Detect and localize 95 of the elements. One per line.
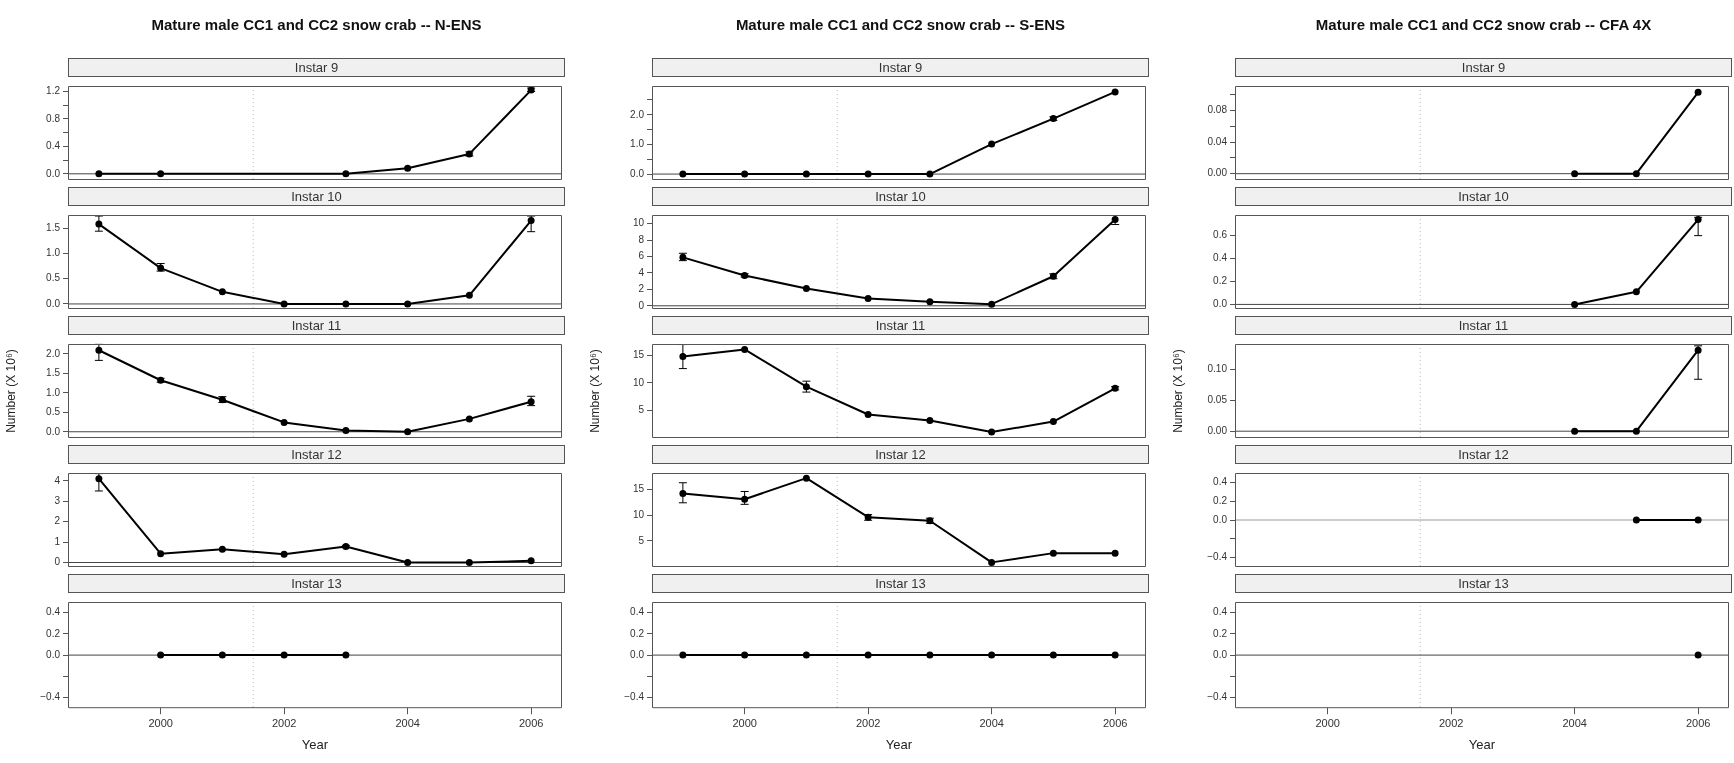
y-tick-label: 0.10 <box>1207 363 1228 375</box>
y-tick-label: 0.0 <box>1213 648 1228 660</box>
chart-subtitle: Instar 11 <box>652 316 1149 335</box>
y-tick-label: 0.0 <box>1213 298 1228 310</box>
x-tick-label: 2002 <box>1438 716 1464 729</box>
chart-subtitle: Instar 12 <box>1235 445 1732 464</box>
x-tick-label: 2002 <box>855 716 881 729</box>
y-tick-label: 0.2 <box>1213 494 1228 506</box>
y-tick-label: 4 <box>54 474 61 486</box>
y-tick-label: 1.5 <box>46 367 61 378</box>
y-tick-label: 0.0 <box>46 425 61 437</box>
y-tick-label: 0.2 <box>1213 627 1228 639</box>
y-tick-label: 0 <box>54 556 61 568</box>
x-tick-label: 2000 <box>732 716 757 729</box>
chart-subtitle: Instar 13 <box>1235 574 1732 593</box>
y-tick-label: 1 <box>54 535 61 547</box>
y-tick-label: 2.0 <box>46 347 61 359</box>
x-tick-label: 2006 <box>518 716 544 729</box>
y-tick-label: 0.08 <box>1207 104 1228 116</box>
y-tick-label: 0.00 <box>1207 424 1228 436</box>
x-axis-title: Year <box>885 736 913 752</box>
y-tick-label: 4 <box>638 266 645 278</box>
chart-subtitle: Instar 13 <box>68 574 565 593</box>
y-axis-title: Number (X 10⁶) <box>3 349 18 433</box>
chart-subtitle: Instar 9 <box>652 58 1149 77</box>
chart-subtitle: Instar 10 <box>1235 187 1732 206</box>
y-tick-label: 1.5 <box>46 221 61 233</box>
x-tick-label: 2006 <box>1102 716 1128 729</box>
chart-subtitle: Instar 12 <box>68 445 565 464</box>
y-tick-label: 0.5 <box>46 272 61 284</box>
chart-subtitle: Instar 10 <box>68 187 565 206</box>
y-tick-label: 10 <box>632 376 645 388</box>
y-tick-label: 10 <box>632 508 645 520</box>
x-tick-label: 2002 <box>271 716 297 729</box>
y-tick-label: 1.0 <box>46 386 61 398</box>
y-tick-label: 0.4 <box>1213 476 1228 488</box>
y-tick-label: 5 <box>638 534 645 546</box>
y-tick-label: 0.0 <box>46 648 61 660</box>
y-tick-label: 0.04 <box>1207 135 1228 147</box>
y-tick-label: 0.05 <box>1207 394 1228 406</box>
x-tick-label: 2000 <box>1315 716 1340 729</box>
y-tick-label: 0.00 <box>1207 167 1228 179</box>
y-tick-label: 15 <box>632 483 645 495</box>
y-tick-label: 0.0 <box>46 167 61 179</box>
x-tick-label: 2004 <box>979 716 1004 729</box>
y-tick-label: 0.0 <box>1213 513 1228 525</box>
y-tick-label: 2.0 <box>630 108 645 120</box>
y-tick-label: 0.0 <box>630 648 645 660</box>
chart-title: Mature male CC1 and CC2 snow crab -- S-ENS <box>734 15 1067 35</box>
x-axis-title: Year <box>1468 736 1496 752</box>
chart-subtitle: Instar 10 <box>652 187 1149 206</box>
y-tick-label: 6 <box>638 250 645 262</box>
y-tick-label: 1.2 <box>46 85 61 97</box>
y-tick-label: 5 <box>638 403 645 415</box>
y-tick-label: −0.4 <box>1207 551 1228 563</box>
y-axis-title: Number (X 10⁶) <box>587 349 602 433</box>
chart-title: Mature male CC1 and CC2 snow crab -- N-ENS <box>150 15 483 35</box>
y-tick-label: 0.4 <box>630 606 645 618</box>
x-axis-title: Year <box>301 736 329 752</box>
chart-subtitle: Instar 9 <box>68 58 565 77</box>
y-axis-title: Number (X 10⁶) <box>1170 349 1185 433</box>
y-tick-label: 0.8 <box>46 112 61 124</box>
y-tick-label: 0.0 <box>46 297 61 309</box>
x-tick-label: 2000 <box>148 716 173 729</box>
y-tick-label: 2 <box>54 515 61 527</box>
y-tick-label: 0.4 <box>1213 252 1228 264</box>
y-tick-label: 2 <box>638 283 645 295</box>
y-tick-label: 0.6 <box>1213 229 1228 241</box>
y-tick-label: 1.0 <box>46 247 61 259</box>
x-tick-label: 2004 <box>1562 716 1587 729</box>
y-tick-label: 0.2 <box>1213 275 1228 287</box>
y-tick-label: −0.4 <box>624 691 645 703</box>
y-tick-label: −0.4 <box>1207 691 1228 703</box>
chart-subtitle: Instar 11 <box>68 316 565 335</box>
y-tick-label: 0.2 <box>46 627 61 639</box>
y-tick-label: 1.0 <box>630 138 645 150</box>
chart-subtitle: Instar 11 <box>1235 316 1732 335</box>
chart-subtitle: Instar 12 <box>652 445 1149 464</box>
y-tick-label: 0.2 <box>630 627 645 639</box>
y-tick-label: 0.0 <box>630 167 645 179</box>
chart-subtitle: Instar 13 <box>652 574 1149 593</box>
y-tick-label: 0.5 <box>46 406 61 418</box>
y-tick-label: 0.4 <box>46 606 61 618</box>
y-tick-label: 15 <box>632 349 645 361</box>
x-tick-label: 2006 <box>1685 716 1711 729</box>
chart-title: Mature male CC1 and CC2 snow crab -- CFA 4X <box>1314 15 1653 35</box>
x-tick-label: 2004 <box>395 716 420 729</box>
y-tick-label: 0.4 <box>46 140 61 152</box>
y-tick-label: 0 <box>638 299 645 311</box>
y-tick-label: 10 <box>632 217 645 229</box>
chart-subtitle: Instar 9 <box>1235 58 1732 77</box>
y-tick-label: 0.4 <box>1213 606 1228 618</box>
y-tick-label: −0.4 <box>40 691 61 703</box>
y-tick-label: 3 <box>54 494 61 506</box>
y-tick-label: 8 <box>638 233 645 245</box>
